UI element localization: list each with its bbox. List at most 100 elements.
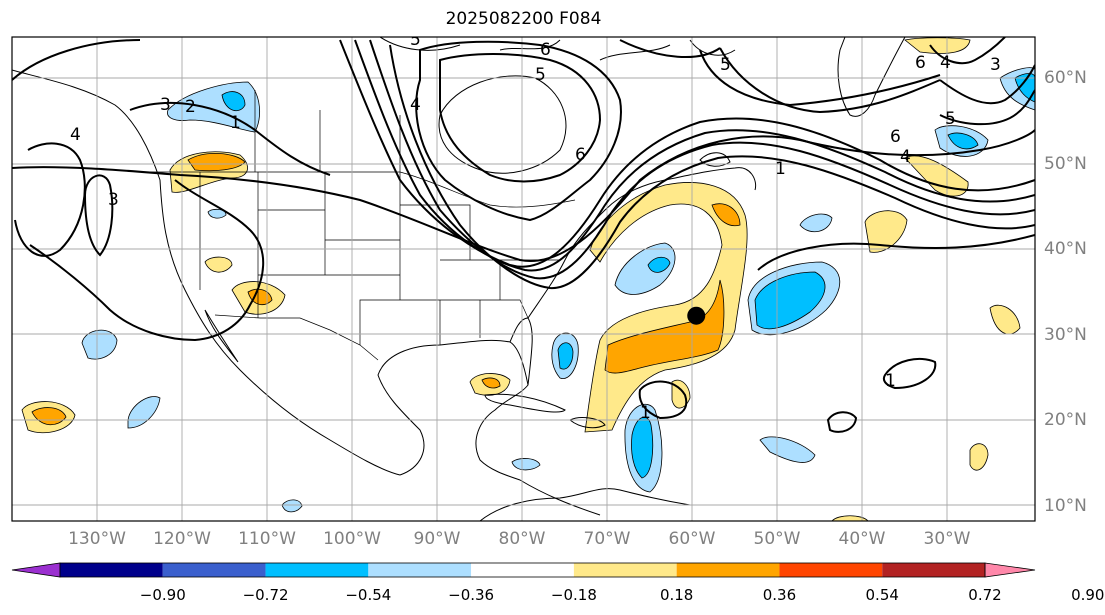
contour-label: 4 [70, 125, 81, 145]
strong-negative-anomaly-region [557, 342, 574, 370]
gulf-of-mexico-coast [377, 339, 601, 516]
longitude-tick-label: 60°W [668, 529, 716, 549]
political-borders [150, 90, 576, 361]
cuba [484, 393, 566, 413]
contour-line [882, 357, 937, 390]
positive-anomaly-region [969, 443, 989, 471]
contour-label: 1 [885, 371, 896, 391]
colorbar-tick-label: −0.54 [345, 586, 392, 604]
strong-negative-anomaly-region [647, 256, 671, 273]
strong-positive-anomaly-region [604, 279, 725, 374]
colorbar-segment [882, 563, 985, 577]
contour-label: 5 [410, 30, 421, 50]
contour-line [826, 411, 858, 433]
longitude-tick-label: 120°W [153, 529, 211, 549]
contour-label: 3 [160, 95, 171, 115]
hispaniola [569, 417, 606, 429]
negative-anomaly-region [614, 242, 676, 295]
map-frame [11, 36, 1036, 522]
longitude-tick-label: 130°W [68, 529, 126, 549]
latitude-tick-label: 50°N [1044, 153, 1087, 174]
contour-label-group: 1 2 3 3 4 5 6 5 4 6 1 6 4 5 6 4 3 5 1 1 [70, 30, 1001, 423]
north-america-west-coast [12, 69, 401, 476]
colorbar [11, 562, 1036, 578]
contour-line [699, 49, 941, 107]
positive-anomaly-region [864, 210, 908, 253]
us-state-lines [199, 172, 560, 345]
baja-california [204, 309, 239, 363]
colorbar-tick-label: 0.54 [865, 586, 899, 604]
strong-negative-anomaly-region [221, 91, 246, 112]
colorbar-tick-label: 0.72 [968, 586, 1002, 604]
colorbar-tick-label: −0.72 [242, 586, 289, 604]
contour-line [619, 39, 1035, 114]
contour-line [83, 174, 114, 257]
contour-line [29, 179, 265, 342]
colorbar-tick-label: −0.36 [448, 586, 495, 604]
latitude-tick-label: 30°N [1044, 324, 1087, 345]
contour-label: 6 [890, 127, 901, 147]
negative-anomaly-region [799, 213, 833, 233]
colorbar-tick-label: 0.90 [1071, 586, 1105, 604]
contour-label: 4 [900, 147, 911, 167]
colorbar-tick-label: 0.18 [659, 586, 694, 604]
storm-center-marker [687, 306, 706, 325]
contour-line [389, 44, 1035, 290]
colorbar-segment [60, 563, 163, 577]
contour-line [12, 39, 141, 81]
colorbar-extend-low [11, 562, 61, 578]
contour-label: 5 [535, 65, 546, 85]
contour-line [14, 142, 86, 257]
latitude-tick-label: 40°N [1044, 239, 1087, 259]
contour-line [339, 39, 1035, 268]
newfoundland [699, 152, 731, 167]
contour-lines [12, 37, 1035, 433]
contour-line [757, 234, 1035, 271]
negative-anomaly-region [281, 499, 303, 513]
longitude-tick-label: 90°W [413, 529, 461, 549]
map-title: 2025082200 F084 [445, 9, 602, 29]
longitude-tick-label: 40°W [838, 529, 886, 549]
positive-anomaly-region [989, 304, 1021, 335]
longitude-tick-label: 50°W [753, 529, 801, 549]
us-canada-border [150, 171, 576, 208]
negative-anomaly-region [81, 329, 118, 360]
contour-line [929, 37, 1006, 65]
contour-label: 2 [185, 97, 196, 117]
contour-label: 3 [990, 55, 1001, 75]
latitude-tick-label: 10°N [1044, 495, 1087, 516]
latitude-tick-label: 20°N [1044, 410, 1087, 430]
contour-label: 3 [108, 190, 119, 210]
colorbar-tick-label: −0.90 [139, 586, 186, 604]
gridlines [12, 37, 1035, 521]
colorbar-tick-label: 0.36 [762, 586, 797, 604]
contour-line [415, 40, 622, 222]
contour-line [439, 53, 602, 183]
contour-line [369, 39, 1035, 280]
negative-anomaly-region [207, 208, 227, 219]
longitude-tick-label: 100°W [323, 529, 381, 549]
colorbar-segment [471, 563, 574, 577]
greenland [837, 37, 906, 117]
colorbar-segment [265, 563, 369, 577]
us-mexico-border [214, 314, 379, 361]
contour-label: 5 [720, 55, 731, 75]
longitude-tick-label: 70°W [583, 529, 631, 549]
contour-label: 4 [410, 95, 421, 115]
negative-anomaly-region [759, 436, 816, 463]
contour-line [129, 101, 331, 176]
colorbar-segment [162, 563, 266, 577]
colorbar-border [59, 562, 986, 578]
negative-anomaly-region [511, 458, 541, 471]
colorbar-segment [779, 563, 883, 577]
colorbar-extend-high [984, 562, 1036, 578]
colorbar-segment [368, 563, 472, 577]
longitude-tick-label: 110°W [238, 529, 296, 549]
colorbar-segment [573, 563, 677, 577]
colorbar-segment [676, 563, 780, 577]
contour-label: 6 [575, 145, 586, 165]
latitude-tick-label: 60°N [1044, 68, 1087, 88]
strong-positive-anomaly-region [481, 377, 501, 389]
contour-label: 5 [945, 109, 956, 129]
